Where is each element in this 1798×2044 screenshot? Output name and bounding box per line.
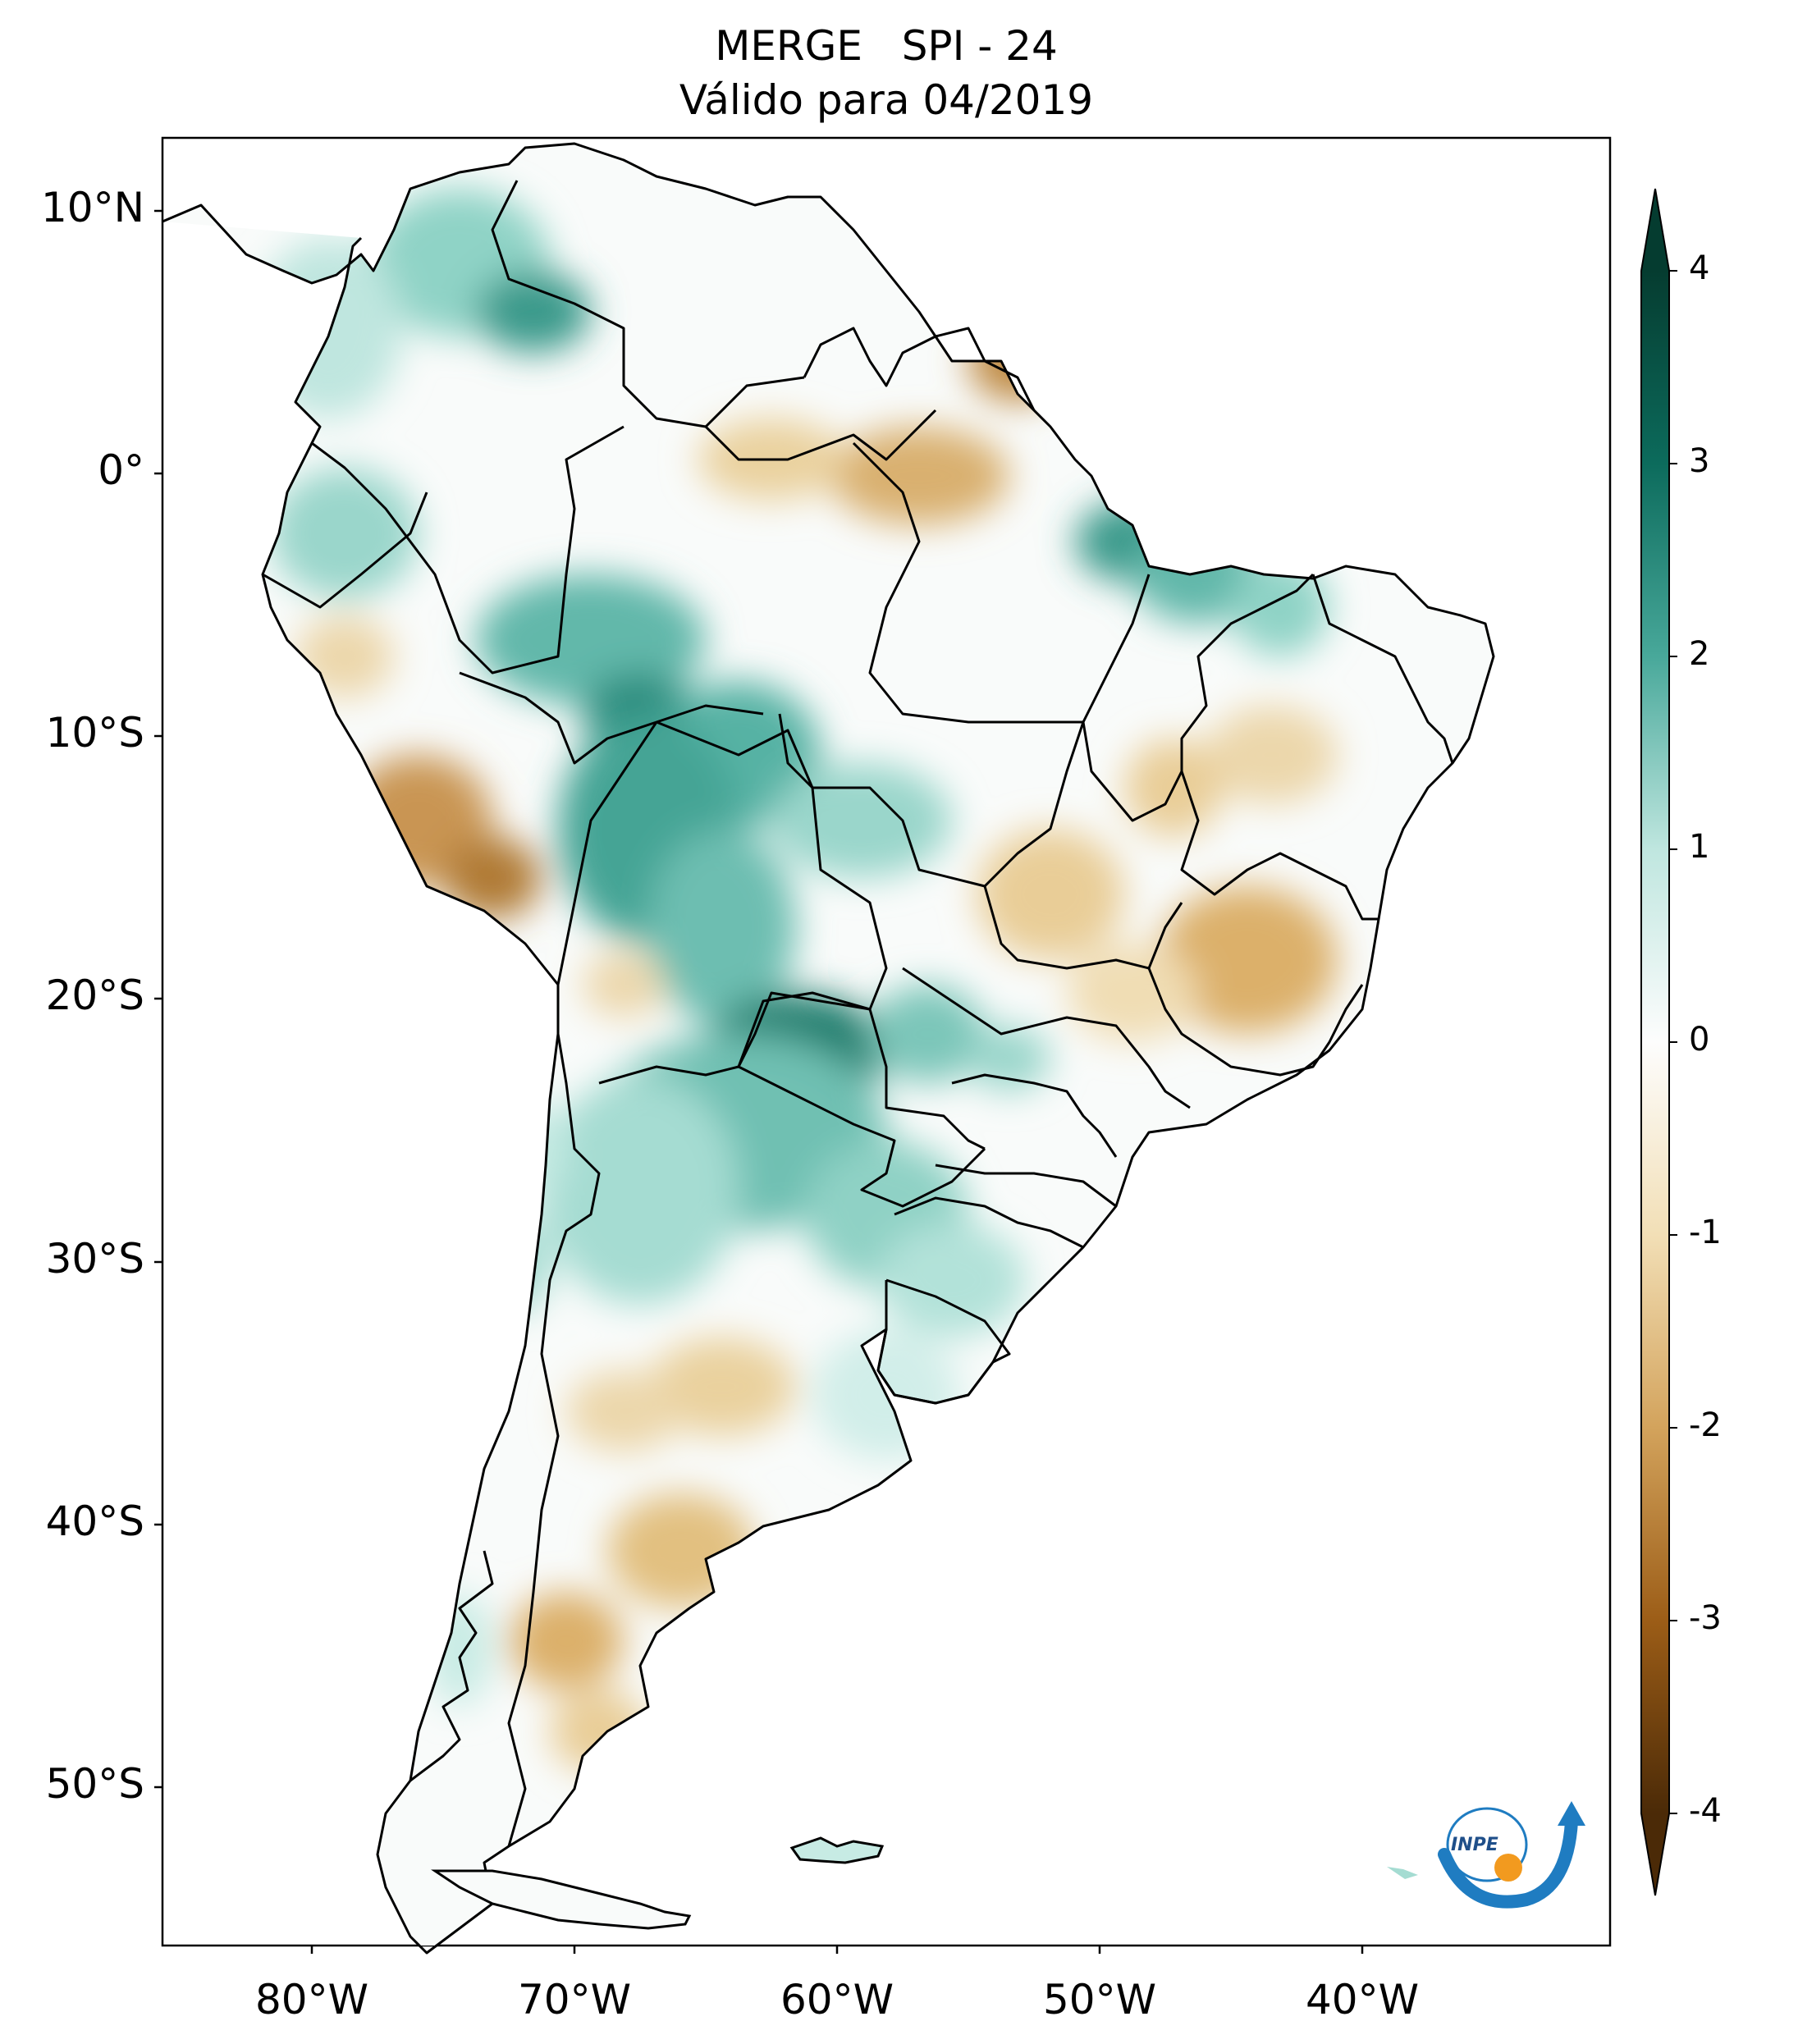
- border-ecuador: [262, 492, 428, 609]
- colorbar-extend-max: [1641, 189, 1669, 271]
- border-argentina-north: [598, 1065, 986, 1208]
- coastline-and-borders: [162, 142, 1495, 1955]
- inpe-logo: [1438, 1801, 1585, 1909]
- border-sc-rs: [935, 1164, 1117, 1208]
- colorbar: [1640, 188, 1677, 1896]
- colorbar-label-neg4: -4: [1689, 1792, 1722, 1830]
- border-uruguay: [876, 1278, 1011, 1405]
- lat-label-40s: 40°S: [45, 1498, 144, 1545]
- colorbar-label-4: 4: [1689, 249, 1710, 287]
- border-peru-bolivia: [556, 721, 658, 985]
- lon-label-70w: 70°W: [517, 1976, 632, 2023]
- border-brazil-states-ne: [1311, 574, 1454, 764]
- lat-label-10n: 10°N: [40, 184, 144, 231]
- falkland-islands: [789, 1836, 885, 1864]
- border-chile-argentina: [507, 1033, 601, 1847]
- border-sao-paulo: [902, 967, 1191, 1109]
- border-colombia-south: [311, 425, 624, 674]
- colorbar-label-0: 0: [1689, 1021, 1710, 1059]
- colorbar-extend-min: [1641, 1813, 1669, 1895]
- border-brazil-states-east: [1082, 573, 1315, 822]
- border-bahia-minas: [1180, 771, 1379, 921]
- colorbar-label-neg2: -2: [1689, 1406, 1722, 1444]
- border-minas-south: [1147, 967, 1364, 1077]
- map-title: MERGE SPI - 24: [715, 22, 1058, 70]
- border-brazil-states-north: [852, 441, 1083, 724]
- lat-label-20s: 20°S: [45, 972, 144, 1019]
- colorbar-body: [1641, 271, 1669, 1813]
- lon-label-60w: 60°W: [780, 1976, 894, 2023]
- border-peru-brazil: [459, 671, 764, 765]
- border-goias: [983, 885, 1183, 970]
- border-rs-internal: [894, 1196, 1084, 1249]
- inpe-logo-text: INPE: [1451, 1835, 1498, 1855]
- lat-label-50s: 50°S: [45, 1760, 144, 1808]
- lon-label-50w: 50°W: [1042, 1976, 1157, 2023]
- lon-label-40w: 40°W: [1305, 1976, 1420, 2023]
- axis-ticks: [154, 209, 1364, 1954]
- colorbar-label-1: 1: [1689, 828, 1710, 866]
- colorbar-label-neg3: -3: [1689, 1599, 1722, 1637]
- lat-label-30s: 30°S: [45, 1235, 144, 1283]
- colorbar-label-neg1: -1: [1689, 1214, 1722, 1251]
- border-venezuela-brazil: [704, 409, 937, 461]
- border-chile-coast-fjords: [409, 1550, 494, 1782]
- colorbar-ticks: [1669, 270, 1677, 1814]
- tierra-del-fuego: [431, 1869, 692, 1930]
- border-parana-sc: [951, 1073, 1118, 1158]
- map-subtitle: Válido para 04/2019: [679, 76, 1094, 124]
- colorbar-label-3: 3: [1689, 442, 1710, 480]
- lon-label-80w: 80°W: [254, 1976, 369, 2023]
- colorbar-label-2: 2: [1689, 635, 1710, 673]
- south-georgia: [1387, 1867, 1418, 1879]
- border-paraguay: [737, 991, 986, 1150]
- border-colombia-venezuela: [491, 180, 805, 428]
- lat-label-10s: 10°S: [45, 709, 144, 757]
- border-guianas: [803, 327, 1036, 411]
- lat-label-0: 0°: [98, 446, 144, 494]
- border-brazil-states-mid: [778, 574, 1151, 888]
